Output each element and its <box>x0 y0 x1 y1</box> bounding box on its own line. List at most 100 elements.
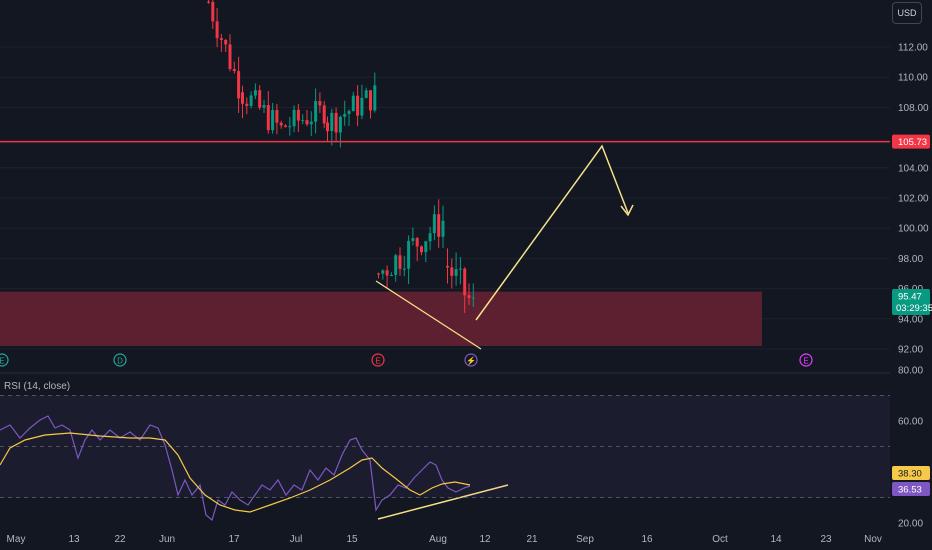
candle <box>424 241 428 253</box>
time-tick-label: 21 <box>526 534 538 545</box>
earnings-marker: E <box>371 353 385 367</box>
candle <box>338 116 342 133</box>
marker-circle <box>113 353 127 367</box>
candle <box>296 109 300 121</box>
tag-bg <box>892 466 930 480</box>
time-tick-label: 23 <box>820 534 832 545</box>
time-tick-label: Sep <box>576 534 594 545</box>
candle <box>398 255 402 269</box>
time-tick-label: 14 <box>770 534 782 545</box>
candle <box>232 69 236 72</box>
marker-circle <box>464 353 478 367</box>
candle <box>389 275 393 277</box>
candle <box>437 214 441 237</box>
candlestick-series <box>207 0 475 313</box>
rsi-tick-label: 80.00 <box>898 366 923 377</box>
candle <box>245 103 249 106</box>
candle <box>284 125 287 127</box>
candle <box>347 111 351 114</box>
price-tick-label: 92.00 <box>898 345 923 356</box>
candle <box>275 110 279 123</box>
rsi-divergence-line <box>377 484 509 520</box>
resistance-price-tag: 105.73 <box>892 134 930 149</box>
rsi-line <box>0 415 471 522</box>
rsi-tick-label: 60.00 <box>898 417 923 428</box>
marker-glyph: D <box>117 357 123 366</box>
price-tick-label: 112.00 <box>898 43 928 54</box>
candle <box>237 71 241 99</box>
candle <box>314 101 318 122</box>
time-tick-label: 12 <box>479 534 491 545</box>
rsi-ma-line <box>0 432 471 513</box>
candle <box>258 90 262 108</box>
candle <box>411 238 415 241</box>
candle <box>262 105 266 108</box>
candle <box>415 238 419 247</box>
marker-glyph: E <box>803 357 808 366</box>
time-tick-label: 15 <box>346 534 358 545</box>
candle <box>211 1 215 22</box>
candle <box>343 113 347 117</box>
candle <box>458 268 462 270</box>
price-tick-label: 108.00 <box>898 103 929 114</box>
time-tick-label: Nov <box>864 534 882 545</box>
candle <box>288 126 292 128</box>
tag-bg <box>892 482 930 496</box>
candle <box>322 105 326 124</box>
candle <box>394 255 398 276</box>
projection-arrowhead <box>620 204 634 217</box>
rsi-ma-value-tag: 38.30 <box>892 466 930 480</box>
rsi-ma-value-label: 38.30 <box>898 469 922 480</box>
candle <box>373 85 377 111</box>
candle <box>402 268 406 270</box>
candle <box>219 38 223 40</box>
earnings-marker: E <box>799 353 813 367</box>
candle <box>360 97 364 116</box>
support-trendline <box>375 280 482 350</box>
candle <box>207 1 210 3</box>
candle <box>381 270 385 274</box>
candle <box>467 295 471 298</box>
candle <box>279 122 283 126</box>
current-price-label: 95.47 <box>898 292 922 303</box>
time-tick-label: 22 <box>114 534 126 545</box>
candle <box>454 269 458 276</box>
rsi-value-tag: 36.53 <box>892 482 930 496</box>
trend-drawings[interactable] <box>375 144 634 520</box>
rsi-title: RSI (14, close) <box>4 381 70 392</box>
projection-path <box>475 144 629 321</box>
event-markers[interactable]: E D E ⚡ E <box>0 353 813 367</box>
currency-button[interactable]: USD <box>892 2 922 24</box>
candle <box>385 270 389 276</box>
candle <box>326 122 329 132</box>
tag-bg <box>892 289 930 315</box>
candle <box>266 105 270 131</box>
support-zone <box>0 291 762 346</box>
candle <box>241 92 244 104</box>
price-tick-label: 100.00 <box>898 224 929 235</box>
candle <box>334 112 338 133</box>
rsi-tick-label: 20.00 <box>898 519 923 530</box>
price-axis: 112.00 110.00 108.00 104.00 102.00 100.00 98.0… <box>892 43 932 356</box>
countdown-label: 03:29:35 <box>896 303 932 314</box>
candle <box>271 110 275 131</box>
marker-circle <box>799 353 813 367</box>
time-tick-label: Aug <box>429 534 447 545</box>
candle <box>377 273 380 275</box>
rsi-axis: 80.00 60.00 20.00 38.30 36.53 <box>892 366 930 530</box>
candle <box>364 90 368 98</box>
time-tick-label: Oct <box>712 534 728 545</box>
rsi-band-fill <box>0 395 890 498</box>
candle <box>369 90 372 111</box>
candle <box>318 101 322 106</box>
candle <box>224 39 228 45</box>
marker-circle <box>371 353 385 367</box>
candle <box>249 95 253 106</box>
candle <box>356 95 360 116</box>
candle <box>407 240 411 269</box>
time-tick-label: 13 <box>68 534 80 545</box>
split-marker: ⚡ <box>464 353 478 367</box>
price-tick-label: 102.00 <box>898 194 929 205</box>
price-tick-label: 110.00 <box>898 73 928 84</box>
